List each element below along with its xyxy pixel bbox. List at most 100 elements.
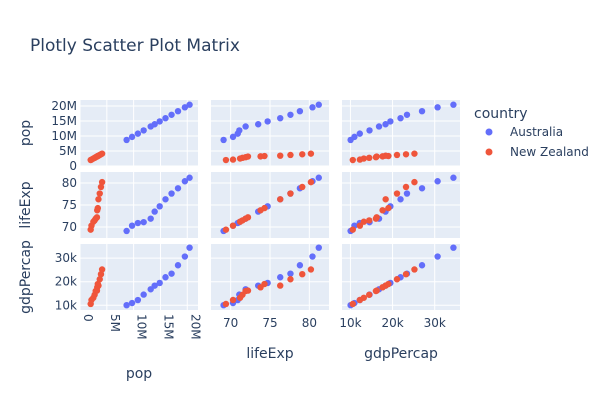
- point-new-zealand: [411, 266, 418, 273]
- panel-gdpPercap-vs-pop: [79, 244, 198, 310]
- point-australia: [309, 104, 316, 111]
- chart-title: Plotly Scatter Plot Matrix: [30, 36, 240, 56]
- point-australia: [134, 296, 142, 304]
- point-australia: [287, 111, 294, 118]
- point-new-zealand: [94, 204, 102, 212]
- point-australia: [375, 123, 383, 130]
- point-new-zealand: [244, 214, 252, 221]
- legend-item-australia[interactable]: Australia: [485, 125, 564, 139]
- point-australia: [387, 118, 394, 125]
- point-australia: [128, 299, 136, 307]
- point-australia: [255, 121, 262, 128]
- point-australia: [186, 101, 193, 108]
- x-tick-label: 10k: [339, 316, 361, 330]
- point-new-zealand: [277, 196, 284, 203]
- panel-gdpPercap-vs-lifeExp: [211, 244, 329, 310]
- point-new-zealand: [307, 266, 315, 273]
- point-australia: [287, 270, 294, 277]
- point-australia: [351, 133, 358, 141]
- legend-label-australia: Australia: [510, 125, 563, 139]
- x-tick-label: 10M: [135, 314, 149, 340]
- point-australia: [168, 270, 175, 277]
- point-new-zealand: [349, 226, 356, 233]
- point-australia: [181, 104, 189, 111]
- point-australia: [277, 114, 284, 122]
- point-new-zealand: [277, 152, 284, 159]
- point-australia: [140, 127, 147, 134]
- y-tick-label: 30k: [55, 251, 77, 265]
- x-tick-label: 0: [81, 314, 95, 322]
- point-new-zealand: [385, 204, 392, 212]
- point-australia: [229, 133, 237, 141]
- point-australia: [123, 227, 130, 235]
- point-australia: [186, 244, 193, 251]
- y-tick-label: 80: [62, 176, 77, 190]
- point-australia: [156, 203, 163, 210]
- point-australia: [315, 101, 322, 108]
- point-new-zealand: [222, 300, 230, 308]
- point-australia: [162, 274, 169, 281]
- point-australia: [382, 121, 389, 128]
- point-australia: [151, 282, 158, 289]
- point-australia: [277, 274, 284, 281]
- point-new-zealand: [379, 207, 386, 214]
- point-new-zealand: [222, 156, 230, 164]
- point-new-zealand: [366, 154, 373, 162]
- point-australia: [174, 107, 182, 115]
- point-australia: [418, 185, 426, 192]
- point-new-zealand: [97, 183, 105, 191]
- point-australia: [434, 104, 441, 111]
- point-australia: [174, 185, 182, 192]
- point-australia: [162, 196, 169, 203]
- point-new-zealand: [261, 152, 268, 160]
- point-australia: [123, 136, 130, 144]
- point-australia: [181, 178, 189, 185]
- point-australia: [174, 262, 182, 269]
- point-australia: [236, 127, 243, 134]
- y-axis-title-lifeExp: lifeExp: [18, 181, 34, 228]
- point-australia: [168, 111, 175, 118]
- point-australia: [356, 130, 363, 137]
- point-australia: [134, 130, 142, 137]
- point-australia: [128, 133, 136, 141]
- point-new-zealand: [402, 151, 410, 158]
- point-australia: [309, 253, 316, 260]
- point-new-zealand: [261, 280, 268, 288]
- panel-lifeExp-vs-lifeExp: [211, 172, 329, 238]
- point-australia: [434, 178, 441, 185]
- point-new-zealand: [349, 300, 356, 308]
- x-tick-label: 5M: [108, 314, 122, 332]
- point-new-zealand: [287, 190, 294, 197]
- panel-pop-vs-lifeExp: [211, 100, 329, 167]
- legend-marker-australia: [485, 128, 493, 136]
- y-tick-label: 10k: [55, 298, 77, 312]
- x-axis-title-lifeExp: lifeExp: [246, 346, 293, 362]
- point-australia: [128, 222, 136, 229]
- point-new-zealand: [360, 155, 368, 162]
- point-new-zealand: [307, 178, 315, 186]
- point-new-zealand: [373, 153, 380, 160]
- point-australia: [418, 262, 426, 269]
- point-new-zealand: [382, 282, 389, 289]
- point-australia: [434, 253, 441, 260]
- y-tick-label: 75: [62, 198, 77, 212]
- point-new-zealand: [229, 156, 237, 163]
- point-australia: [397, 114, 404, 122]
- legend-item-new-zealand[interactable]: New Zealand: [485, 145, 589, 159]
- point-new-zealand: [95, 196, 102, 203]
- panel-pop-vs-gdpPercap: [342, 100, 460, 167]
- point-australia: [186, 174, 193, 181]
- point-australia: [151, 121, 158, 128]
- point-new-zealand: [360, 294, 368, 301]
- point-australia: [450, 244, 457, 251]
- point-new-zealand: [411, 178, 418, 186]
- point-australia: [156, 279, 163, 287]
- y-tick-label: 70: [62, 220, 77, 234]
- point-new-zealand: [277, 282, 284, 289]
- legend[interactable]: country Australia New Zealand: [474, 106, 589, 159]
- point-new-zealand: [366, 217, 373, 224]
- point-new-zealand: [96, 190, 103, 197]
- point-australia: [151, 208, 158, 215]
- point-australia: [162, 114, 169, 122]
- x-tick-label: 20M: [188, 314, 202, 340]
